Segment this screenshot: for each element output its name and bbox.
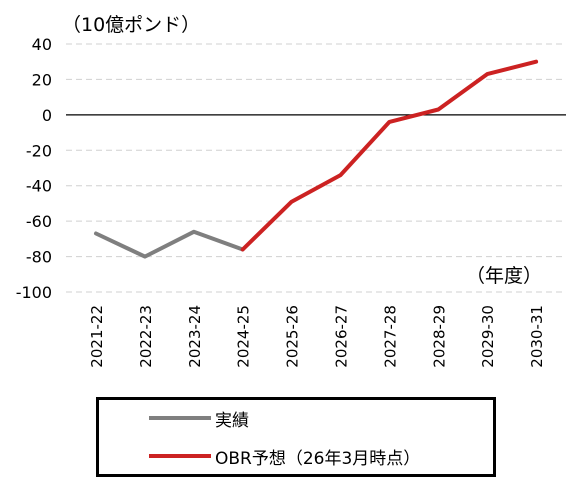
x-tick-label: 2027-28 [381,305,399,368]
y-tick-label: -80 [26,248,52,267]
legend-item-actual: 実績 [99,406,249,431]
x-tick-label: 2021-22 [88,305,106,368]
x-tick-label: 2029-30 [479,305,497,368]
y-tick-label: -40 [26,177,52,196]
x-tick-label: 2022-23 [137,305,155,368]
legend-swatch-actual [149,416,211,420]
legend-item-forecast: OBR予想（26年3月時点） [99,444,421,469]
series-line-forecast [240,59,539,252]
x-axis-title: （年度） [466,265,543,287]
y-tick-label: 40 [32,35,52,54]
legend-label-actual: 実績 [215,410,249,431]
y-tick-label: -100 [16,283,52,302]
x-tick-label: 2023-24 [186,305,204,368]
y-tick-label: -60 [26,212,52,231]
x-tick-label: 2024-25 [235,305,253,368]
x-tick-label: 2028-29 [430,305,448,368]
x-tick-label: 2025-26 [284,305,302,368]
y-unit-label: （10億ポンド） [62,14,201,36]
y-tick-label: 0 [42,106,52,125]
legend-swatch-forecast [149,454,211,458]
x-tick-label: 2030-31 [528,305,546,368]
legend-label-forecast: OBR予想（26年3月時点） [215,448,421,469]
legend: 実績 OBR予想（26年3月時点） [96,397,496,477]
y-tick-label: -20 [26,141,52,160]
x-tick-label: 2026-27 [333,305,351,368]
y-tick-label: 20 [32,70,52,89]
series-line-actual [94,229,245,259]
